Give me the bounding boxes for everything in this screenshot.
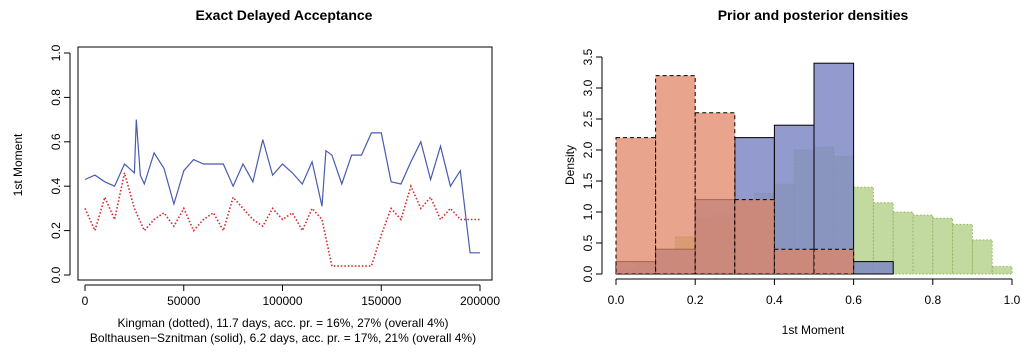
hist-bar-green [971, 239, 993, 275]
trace-x-tick-label: 50000 [167, 294, 201, 308]
trace-y-tick-label: 0.0 [49, 266, 63, 283]
density-x-axis: 0.0 0.2 0.4 0.6 0.8 1.0 [608, 278, 1021, 307]
trace-y-tick-label: 0.8 [49, 89, 63, 106]
hist-bar-orange [773, 248, 815, 275]
density-y-axis: 0.0 0.5 1.0 1.5 2.0 2.5 3.0 3.5 [581, 48, 603, 282]
hist-bar-blue [853, 261, 894, 275]
hist-bar-green [853, 186, 874, 275]
density-x-tick-label: 0.2 [687, 293, 704, 307]
density-panel: Prior and posterior densities 0.0 0.2 0.4 0… [563, 7, 1021, 337]
density-y-tick-label: 2.0 [581, 141, 595, 158]
density-y-tick-label: 3.5 [581, 48, 595, 65]
density-x-tick-label: 0.0 [608, 293, 625, 307]
density-y-tick-label: 2.5 [581, 110, 595, 127]
hist-bar-orange [734, 199, 775, 275]
hist-bar-orange [655, 75, 696, 275]
trace-y-tick-label: 0.6 [49, 133, 63, 150]
density-x-tick-label: 0.8 [924, 293, 941, 307]
trace-xlabel-line-1: Kingman (dotted), 11.7 days, acc. pr. = … [118, 316, 449, 330]
density-y-tick-label: 0.0 [581, 265, 595, 282]
trace-series-kingman [84, 172, 480, 267]
density-xlabel: 1st Moment [782, 323, 845, 337]
density-x-tick-label: 0.6 [845, 293, 862, 307]
trace-ylabel: 1st Moment [11, 133, 25, 196]
trace-y-tick-label: 0.2 [49, 222, 63, 239]
hist-bar-orange [813, 248, 855, 275]
trace-x-tick-label: 0 [82, 294, 89, 308]
hist-bar-green [912, 214, 934, 275]
hist-bar-green [932, 217, 954, 275]
trace-y-tick-label: 0.4 [49, 178, 63, 195]
trace-panel: Exact Delayed Acceptance 0 50000 100000 150… [11, 7, 500, 345]
density-x-tick-label: 0.4 [766, 293, 783, 307]
hist-bar-orange [694, 112, 736, 275]
density-ylabel: Density [563, 145, 577, 185]
hist-bar-blue [813, 62, 855, 275]
density-y-tick-label: 1.5 [581, 172, 595, 189]
trace-x-tick-label: 150000 [361, 294, 401, 308]
trace-series-bolthausen-sznitman [84, 119, 480, 254]
trace-y-axis: 0.0 0.2 0.4 0.6 0.8 1.0 [49, 44, 71, 283]
trace-xlabel-line-2: Bolthausen−Sznitman (solid), 6.2 days, a… [90, 331, 476, 345]
trace-plot-frame [77, 46, 493, 281]
density-bars-layer [615, 62, 1013, 275]
trace-y-tick-label: 1.0 [49, 44, 63, 61]
density-y-tick-label: 1.0 [581, 203, 595, 220]
trace-x-axis: 0 50000 100000 150000 200000 [82, 284, 500, 308]
hist-bar-green [952, 223, 973, 275]
hist-bar-green [991, 266, 1013, 275]
density-title: Prior and posterior densities [718, 7, 909, 23]
density-x-tick-label: 1.0 [1004, 293, 1021, 307]
trace-title: Exact Delayed Acceptance [196, 7, 373, 23]
density-y-tick-label: 3.0 [581, 79, 595, 96]
trace-series-layer [84, 119, 480, 267]
hist-bar-orange [615, 137, 657, 275]
trace-x-tick-label: 200000 [460, 294, 500, 308]
density-y-tick-label: 0.5 [581, 234, 595, 251]
hist-bar-green [892, 211, 914, 275]
trace-x-tick-label: 100000 [262, 294, 302, 308]
hist-bar-green [872, 202, 894, 275]
